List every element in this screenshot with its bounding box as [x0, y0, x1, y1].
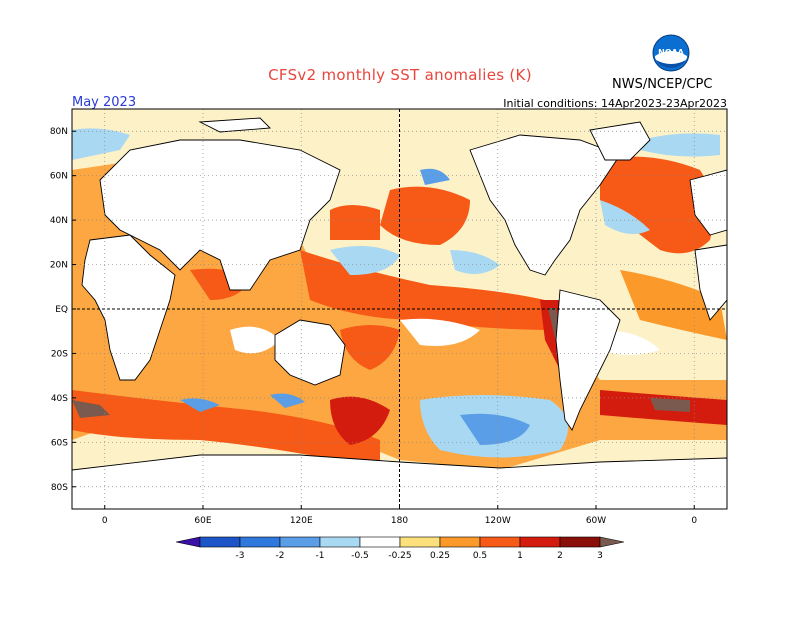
- land-arctic: [198, 117, 272, 133]
- colorbar-swatch: [399, 536, 441, 548]
- lon-tick-label: 60E: [194, 516, 211, 526]
- land-australia: [274, 319, 346, 386]
- initial-conditions: Initial conditions: 14Apr2023-23Apr2023: [503, 97, 727, 110]
- colorbar-label: -3: [236, 551, 245, 561]
- lat-tick-label: 20S: [51, 349, 68, 359]
- lat-tick-label: 80S: [51, 483, 68, 493]
- colorbar-label: 2: [557, 551, 563, 561]
- agency-label: NWS/NCEP/CPC: [612, 77, 713, 92]
- colorbar-swatch: [479, 536, 521, 548]
- colorbar-swatch: [199, 536, 241, 548]
- lat-tick-label: 60N: [50, 172, 68, 182]
- colorbar-arrow-high: [599, 536, 625, 548]
- graticule: [72, 109, 727, 509]
- lat-tick-label: 40N: [50, 216, 68, 226]
- lat-tick-label: 20N: [50, 261, 68, 271]
- colorbar-label: 1: [517, 551, 523, 561]
- latitude-labels: 80N 60N 40N 20N EQ 20S 40S 60S 80S: [50, 127, 76, 493]
- lon-tick-label: 120E: [290, 516, 313, 526]
- colorbar-swatch: [239, 536, 281, 548]
- lat-tick-label: 80N: [50, 127, 68, 137]
- lon-tick-label: 60W: [586, 516, 606, 526]
- colorbar-swatch: [359, 536, 401, 548]
- landmasses: [72, 117, 727, 509]
- logo-text: NOAA: [658, 48, 684, 57]
- colorbar-swatch: [559, 536, 601, 548]
- colorbar-label: 0.25: [430, 551, 450, 561]
- colorbar-label: -2: [276, 551, 285, 561]
- land-south-america: [555, 289, 621, 431]
- land-africa: [81, 234, 176, 381]
- lon-tick-label: 0: [691, 516, 697, 526]
- colorbar: -3 -2 -1 -0.5 -0.25 0.25 0.5 1 2 3: [175, 536, 625, 561]
- colorbar-swatch: [519, 536, 561, 548]
- forecast-month: May 2023: [72, 95, 137, 110]
- lat-tick-label: 60S: [51, 438, 68, 448]
- colorbar-label: -1: [316, 551, 325, 561]
- lat-tick-label: 40S: [51, 394, 68, 404]
- land-north-america: [469, 134, 621, 276]
- land-africa-east: [694, 244, 727, 321]
- lat-tick-label: EQ: [55, 305, 68, 315]
- colorbar-swatch: [279, 536, 321, 548]
- lon-tick-label: 180: [391, 516, 408, 526]
- colorbar-swatch: [439, 536, 481, 548]
- colorbar-swatch: [319, 536, 361, 548]
- colorbar-label: 0.5: [473, 551, 487, 561]
- colorbar-label: 3: [597, 551, 603, 561]
- chart-title: CFSv2 monthly SST anomalies (K): [268, 66, 532, 84]
- longitude-labels: 0 60E 120E 180 120W 60W 0: [102, 505, 697, 526]
- colorbar-arrow-low: [175, 536, 201, 548]
- lon-tick-label: 120W: [485, 516, 511, 526]
- lon-tick-label: 0: [102, 516, 108, 526]
- land-eurasia: [99, 139, 341, 291]
- colorbar-label: -0.25: [388, 551, 411, 561]
- colorbar-label: -0.5: [351, 551, 369, 561]
- noaa-logo: NOAA: [652, 34, 690, 72]
